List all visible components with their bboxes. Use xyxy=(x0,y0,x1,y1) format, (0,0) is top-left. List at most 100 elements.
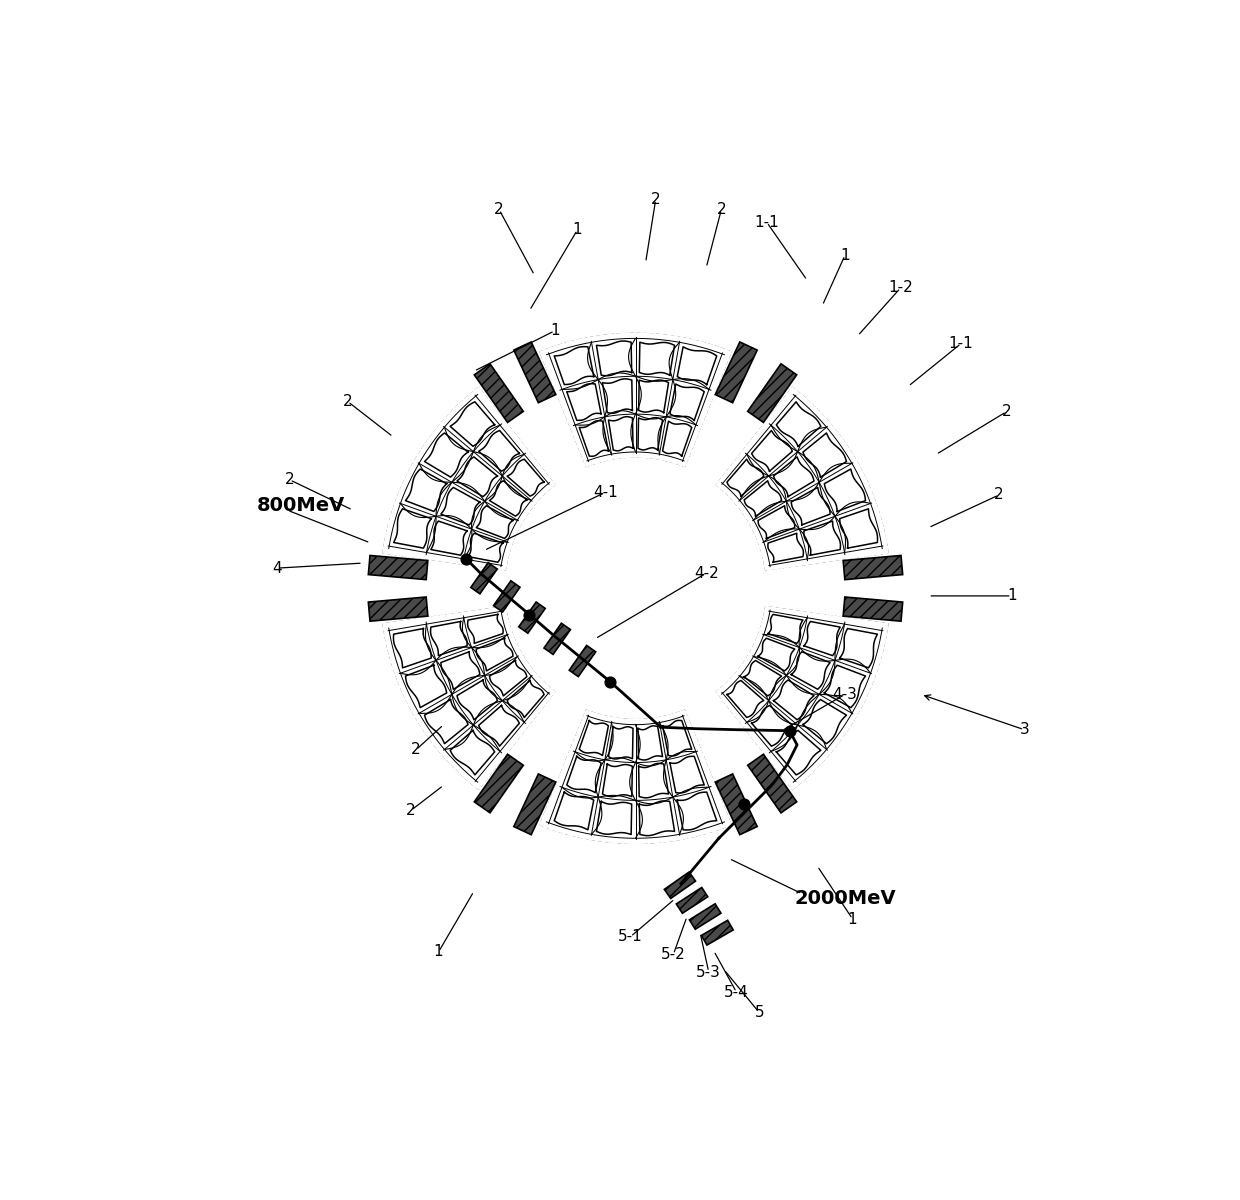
Polygon shape xyxy=(479,431,520,472)
Text: 1: 1 xyxy=(549,323,559,338)
Polygon shape xyxy=(474,364,523,422)
Polygon shape xyxy=(689,904,720,929)
Polygon shape xyxy=(791,487,830,524)
Polygon shape xyxy=(554,792,594,830)
Text: 1: 1 xyxy=(841,247,849,263)
Polygon shape xyxy=(441,652,480,689)
Polygon shape xyxy=(567,756,601,793)
Point xyxy=(734,794,754,814)
Polygon shape xyxy=(744,660,781,696)
Polygon shape xyxy=(430,521,467,556)
Polygon shape xyxy=(474,755,523,812)
Text: 2: 2 xyxy=(410,743,420,757)
Text: 5-2: 5-2 xyxy=(661,947,686,962)
Polygon shape xyxy=(637,726,662,760)
Polygon shape xyxy=(579,421,609,456)
Polygon shape xyxy=(744,481,781,516)
Polygon shape xyxy=(476,505,513,539)
Polygon shape xyxy=(662,720,692,756)
Polygon shape xyxy=(424,700,467,744)
Polygon shape xyxy=(715,774,758,835)
Polygon shape xyxy=(450,731,495,775)
Polygon shape xyxy=(405,665,446,708)
Text: 2: 2 xyxy=(651,192,661,208)
Polygon shape xyxy=(567,384,601,420)
Text: 2: 2 xyxy=(405,803,415,818)
Text: 4-1: 4-1 xyxy=(593,485,618,500)
Text: 3: 3 xyxy=(1019,722,1029,737)
Polygon shape xyxy=(518,602,546,634)
Polygon shape xyxy=(768,614,804,643)
Polygon shape xyxy=(544,623,570,654)
Polygon shape xyxy=(458,457,497,497)
Text: 1-1: 1-1 xyxy=(754,215,779,229)
Polygon shape xyxy=(677,347,717,384)
Text: 4: 4 xyxy=(273,560,281,576)
Polygon shape xyxy=(596,341,631,376)
Text: 4-3: 4-3 xyxy=(832,686,858,702)
Polygon shape xyxy=(490,660,527,696)
Polygon shape xyxy=(603,764,632,797)
Text: 1: 1 xyxy=(573,222,583,238)
Polygon shape xyxy=(670,756,704,793)
Polygon shape xyxy=(676,888,708,913)
Polygon shape xyxy=(640,342,675,376)
Polygon shape xyxy=(774,680,813,720)
Polygon shape xyxy=(677,792,717,830)
Polygon shape xyxy=(494,581,520,612)
Polygon shape xyxy=(490,481,527,516)
Polygon shape xyxy=(804,521,841,556)
Polygon shape xyxy=(662,421,692,456)
Polygon shape xyxy=(774,457,813,497)
Polygon shape xyxy=(639,763,668,798)
Polygon shape xyxy=(476,638,513,671)
Polygon shape xyxy=(751,431,792,472)
Polygon shape xyxy=(758,638,795,671)
Polygon shape xyxy=(554,347,594,384)
Polygon shape xyxy=(670,384,704,420)
Polygon shape xyxy=(513,342,556,403)
Text: 2: 2 xyxy=(717,202,727,217)
Text: 1: 1 xyxy=(434,944,444,959)
Polygon shape xyxy=(467,533,503,563)
Polygon shape xyxy=(804,700,847,744)
Text: 2: 2 xyxy=(343,394,352,409)
Polygon shape xyxy=(804,622,841,655)
Text: 1: 1 xyxy=(848,912,857,926)
Polygon shape xyxy=(507,680,544,718)
Text: 5-3: 5-3 xyxy=(697,965,722,979)
Polygon shape xyxy=(637,418,662,450)
Text: 2: 2 xyxy=(1002,404,1012,419)
Text: 4-2: 4-2 xyxy=(694,565,718,581)
Polygon shape xyxy=(748,755,797,812)
Polygon shape xyxy=(748,364,797,422)
Polygon shape xyxy=(507,460,544,496)
Polygon shape xyxy=(383,388,554,570)
Polygon shape xyxy=(430,622,467,655)
Polygon shape xyxy=(368,598,428,622)
Polygon shape xyxy=(717,606,888,790)
Polygon shape xyxy=(804,433,847,478)
Point xyxy=(456,550,476,569)
Polygon shape xyxy=(405,469,446,511)
Polygon shape xyxy=(791,652,830,689)
Polygon shape xyxy=(393,509,432,548)
Polygon shape xyxy=(751,706,792,746)
Polygon shape xyxy=(424,433,467,478)
Polygon shape xyxy=(596,802,631,834)
Polygon shape xyxy=(450,402,495,446)
Point xyxy=(780,721,800,740)
Text: 800MeV: 800MeV xyxy=(257,496,345,515)
Text: 5-4: 5-4 xyxy=(724,985,749,1000)
Text: 2: 2 xyxy=(495,202,503,217)
Polygon shape xyxy=(843,598,903,622)
Point xyxy=(600,672,620,691)
Polygon shape xyxy=(665,872,696,899)
Point xyxy=(520,605,539,624)
Polygon shape xyxy=(758,505,795,539)
Polygon shape xyxy=(479,706,520,746)
Polygon shape xyxy=(715,342,758,403)
Text: 5-1: 5-1 xyxy=(618,929,642,944)
Polygon shape xyxy=(513,774,556,835)
Polygon shape xyxy=(717,388,888,570)
